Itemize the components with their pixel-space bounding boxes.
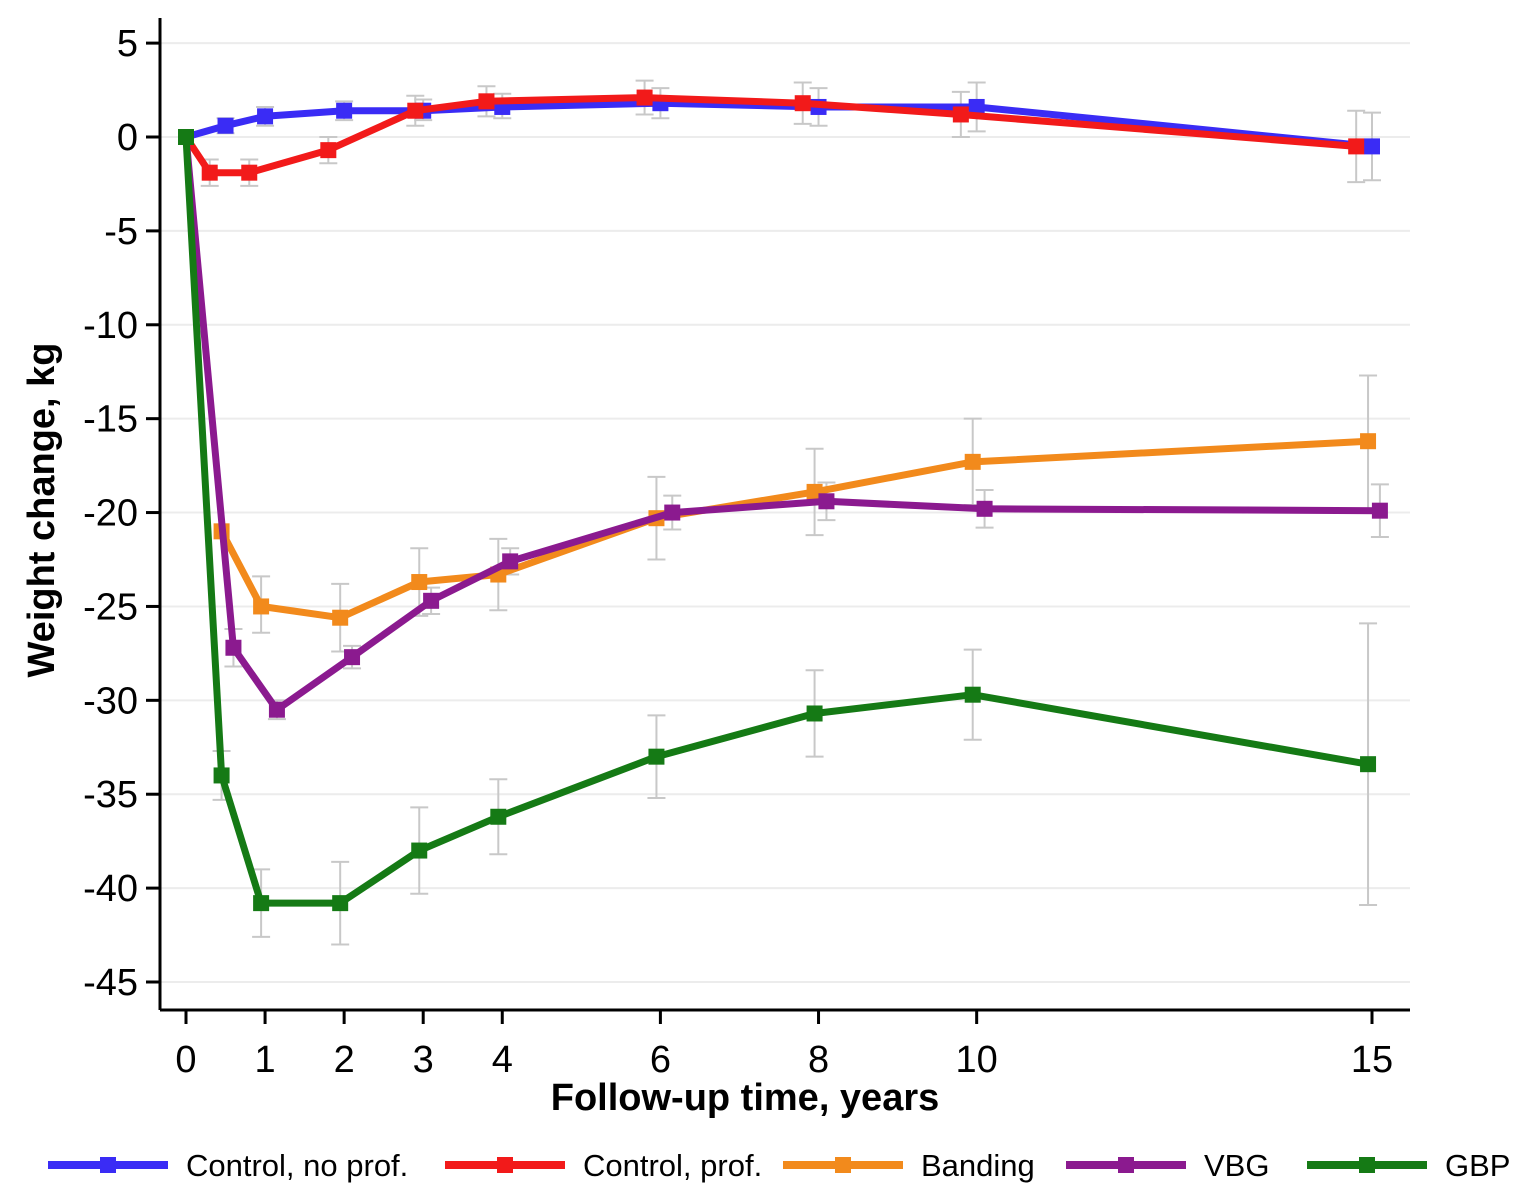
legend-item: Banding bbox=[783, 1148, 1035, 1183]
x-tick-label: 2 bbox=[334, 1039, 355, 1081]
y-tick-label: -10 bbox=[83, 305, 138, 347]
x-tick-label: 0 bbox=[175, 1039, 196, 1081]
data-point bbox=[964, 453, 981, 470]
data-point bbox=[806, 705, 823, 722]
legend: Control, no prof. Control, prof. Banding VB… bbox=[48, 1148, 1510, 1183]
x-tick-label: 15 bbox=[1351, 1039, 1393, 1081]
data-point bbox=[636, 89, 653, 106]
data-point bbox=[411, 842, 428, 859]
y-tick-label: -30 bbox=[83, 680, 138, 722]
data-point bbox=[320, 142, 337, 159]
legend-label: VBG bbox=[1204, 1148, 1269, 1183]
series-line bbox=[182, 133, 1372, 907]
data-point bbox=[818, 493, 835, 510]
data-point bbox=[478, 93, 495, 110]
data-point bbox=[344, 649, 361, 666]
data-point bbox=[213, 767, 230, 784]
series-control-prof- bbox=[178, 89, 1365, 181]
data-point bbox=[253, 895, 270, 912]
series-line bbox=[182, 94, 1360, 177]
data-point bbox=[1360, 433, 1377, 450]
y-tick-label: -45 bbox=[83, 962, 138, 1004]
data-point bbox=[178, 129, 194, 145]
legend-item: VBG bbox=[1066, 1148, 1269, 1183]
data-point bbox=[257, 108, 274, 125]
data-point bbox=[201, 164, 218, 181]
legend-item: GBP bbox=[1307, 1148, 1510, 1183]
data-point bbox=[241, 164, 258, 181]
data-point bbox=[253, 598, 270, 615]
legend-swatch-marker bbox=[835, 1157, 851, 1173]
data-point bbox=[648, 748, 665, 765]
series-banding bbox=[213, 433, 1377, 626]
legend-swatch-marker bbox=[1359, 1157, 1375, 1173]
legend-item: Control, no prof. bbox=[48, 1148, 408, 1183]
y-tick-label: -15 bbox=[83, 399, 138, 441]
data-point bbox=[332, 895, 349, 912]
legend-label: Control, prof. bbox=[583, 1148, 762, 1183]
legend-swatch-marker bbox=[100, 1157, 116, 1173]
series-gbp bbox=[178, 129, 1377, 912]
data-point bbox=[1348, 138, 1365, 155]
data-point bbox=[1364, 138, 1380, 155]
series-line bbox=[218, 437, 1372, 622]
series-vbg bbox=[178, 129, 1388, 718]
data-point bbox=[490, 808, 507, 825]
y-tick-label: -5 bbox=[104, 211, 138, 253]
y-tick-label: 5 bbox=[117, 23, 138, 65]
y-tick-label: -20 bbox=[83, 493, 138, 535]
legend-swatch-marker bbox=[1118, 1157, 1134, 1173]
legend-label: Control, no prof. bbox=[186, 1148, 408, 1183]
data-point bbox=[336, 102, 353, 119]
y-tick-label: -25 bbox=[83, 586, 138, 628]
series-line bbox=[182, 133, 1384, 714]
tick-labels: 5 0 -5 -10 -15 -20 -25 -30 -35 -40 -45 0 1 2 3 4 6 8 10 15 bbox=[83, 23, 1393, 1081]
data-point bbox=[964, 686, 981, 703]
data-point bbox=[268, 701, 285, 718]
x-axis-title: Follow-up time, years bbox=[551, 1077, 940, 1119]
x-tick-label: 3 bbox=[413, 1039, 434, 1081]
data-point bbox=[1360, 756, 1377, 773]
data-point bbox=[407, 102, 424, 119]
legend-swatch-marker bbox=[497, 1157, 513, 1173]
y-tick-label: -35 bbox=[83, 774, 138, 816]
series-line bbox=[182, 99, 1376, 150]
x-tick-label: 4 bbox=[492, 1039, 513, 1081]
data-point bbox=[502, 553, 519, 570]
x-tick-label: 6 bbox=[650, 1039, 671, 1081]
data-point bbox=[794, 95, 811, 112]
data-point bbox=[1371, 502, 1388, 519]
legend-label: Banding bbox=[921, 1148, 1035, 1183]
legend-item: Control, prof. bbox=[445, 1148, 762, 1183]
data-point bbox=[423, 592, 440, 609]
y-axis-title: Weight change, kg bbox=[21, 342, 63, 677]
data-point bbox=[332, 609, 349, 626]
legend-label: GBP bbox=[1445, 1148, 1510, 1183]
data-point bbox=[664, 504, 681, 521]
x-tick-label: 10 bbox=[956, 1039, 998, 1081]
x-tick-label: 8 bbox=[808, 1039, 829, 1081]
data-point bbox=[411, 574, 428, 591]
data-point bbox=[976, 500, 993, 517]
data-point bbox=[968, 98, 985, 115]
x-tick-label: 1 bbox=[254, 1039, 275, 1081]
data-point bbox=[217, 117, 234, 134]
series-lines bbox=[178, 89, 1388, 912]
axes bbox=[146, 18, 1410, 1024]
y-tick-label: 0 bbox=[117, 117, 138, 159]
data-point bbox=[952, 106, 969, 123]
y-tick-label: -40 bbox=[83, 868, 138, 910]
data-point bbox=[225, 639, 242, 656]
